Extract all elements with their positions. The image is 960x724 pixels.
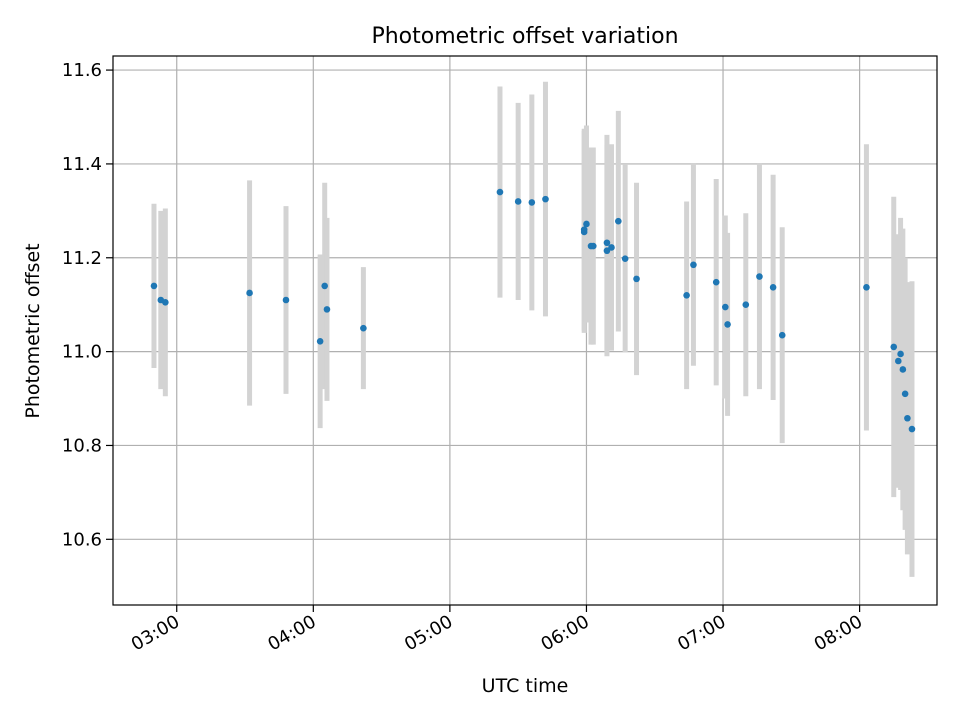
data-point [904, 414, 911, 422]
grid-layer [113, 56, 937, 605]
point-layer [150, 188, 916, 433]
data-point [756, 273, 763, 280]
data-point [589, 242, 597, 250]
data-point [321, 282, 328, 290]
data-point [150, 282, 158, 290]
data-point [323, 306, 331, 313]
x-axis-label: UTC time [482, 675, 569, 697]
data-point [899, 366, 907, 373]
data-point [690, 261, 697, 269]
x-tick-label: 04:00 [264, 611, 319, 655]
data-point [583, 220, 590, 228]
y-tick-label: 10.6 [62, 529, 102, 550]
x-tick-label: 03:00 [128, 611, 183, 655]
y-tick-label: 10.8 [62, 435, 102, 456]
data-point [722, 303, 729, 311]
x-tick-label: 08:00 [811, 611, 866, 655]
x-tick-label: 07:00 [674, 611, 729, 655]
y-tick-label: 11.4 [62, 154, 102, 175]
data-point [162, 299, 169, 306]
data-point [778, 331, 786, 339]
data-point [246, 289, 253, 297]
data-point [683, 292, 690, 299]
data-point [724, 321, 731, 328]
y-tick-label: 11.0 [62, 342, 102, 363]
data-point [603, 239, 611, 247]
data-point [514, 198, 522, 205]
data-point [580, 226, 588, 233]
data-point [901, 390, 909, 398]
data-point [863, 284, 870, 291]
y-tick-label: 11.6 [62, 60, 102, 81]
data-point [603, 247, 611, 255]
data-point [890, 343, 898, 351]
y-axis-label: Photometric offset [22, 243, 44, 418]
y-tick-label: 11.2 [62, 248, 102, 269]
plot-frame [112, 55, 938, 606]
x-tick-label: 06:00 [538, 611, 593, 655]
data-point [621, 255, 629, 263]
data-point [895, 357, 902, 365]
data-point [769, 284, 777, 291]
chart-title: Photometric offset variation [371, 24, 678, 49]
data-point [316, 337, 324, 345]
data-point [282, 296, 290, 304]
data-point [633, 275, 640, 283]
data-point [496, 188, 504, 196]
data-point [712, 278, 720, 286]
data-point [615, 217, 622, 225]
x-tick-label: 05:00 [401, 611, 456, 655]
data-point [742, 301, 750, 308]
data-point [542, 195, 549, 203]
data-point [897, 350, 904, 358]
data-point [360, 324, 367, 332]
errorbar-layer [151, 81, 915, 577]
data-point [908, 425, 916, 433]
data-point [608, 244, 615, 251]
data-point [528, 199, 536, 206]
